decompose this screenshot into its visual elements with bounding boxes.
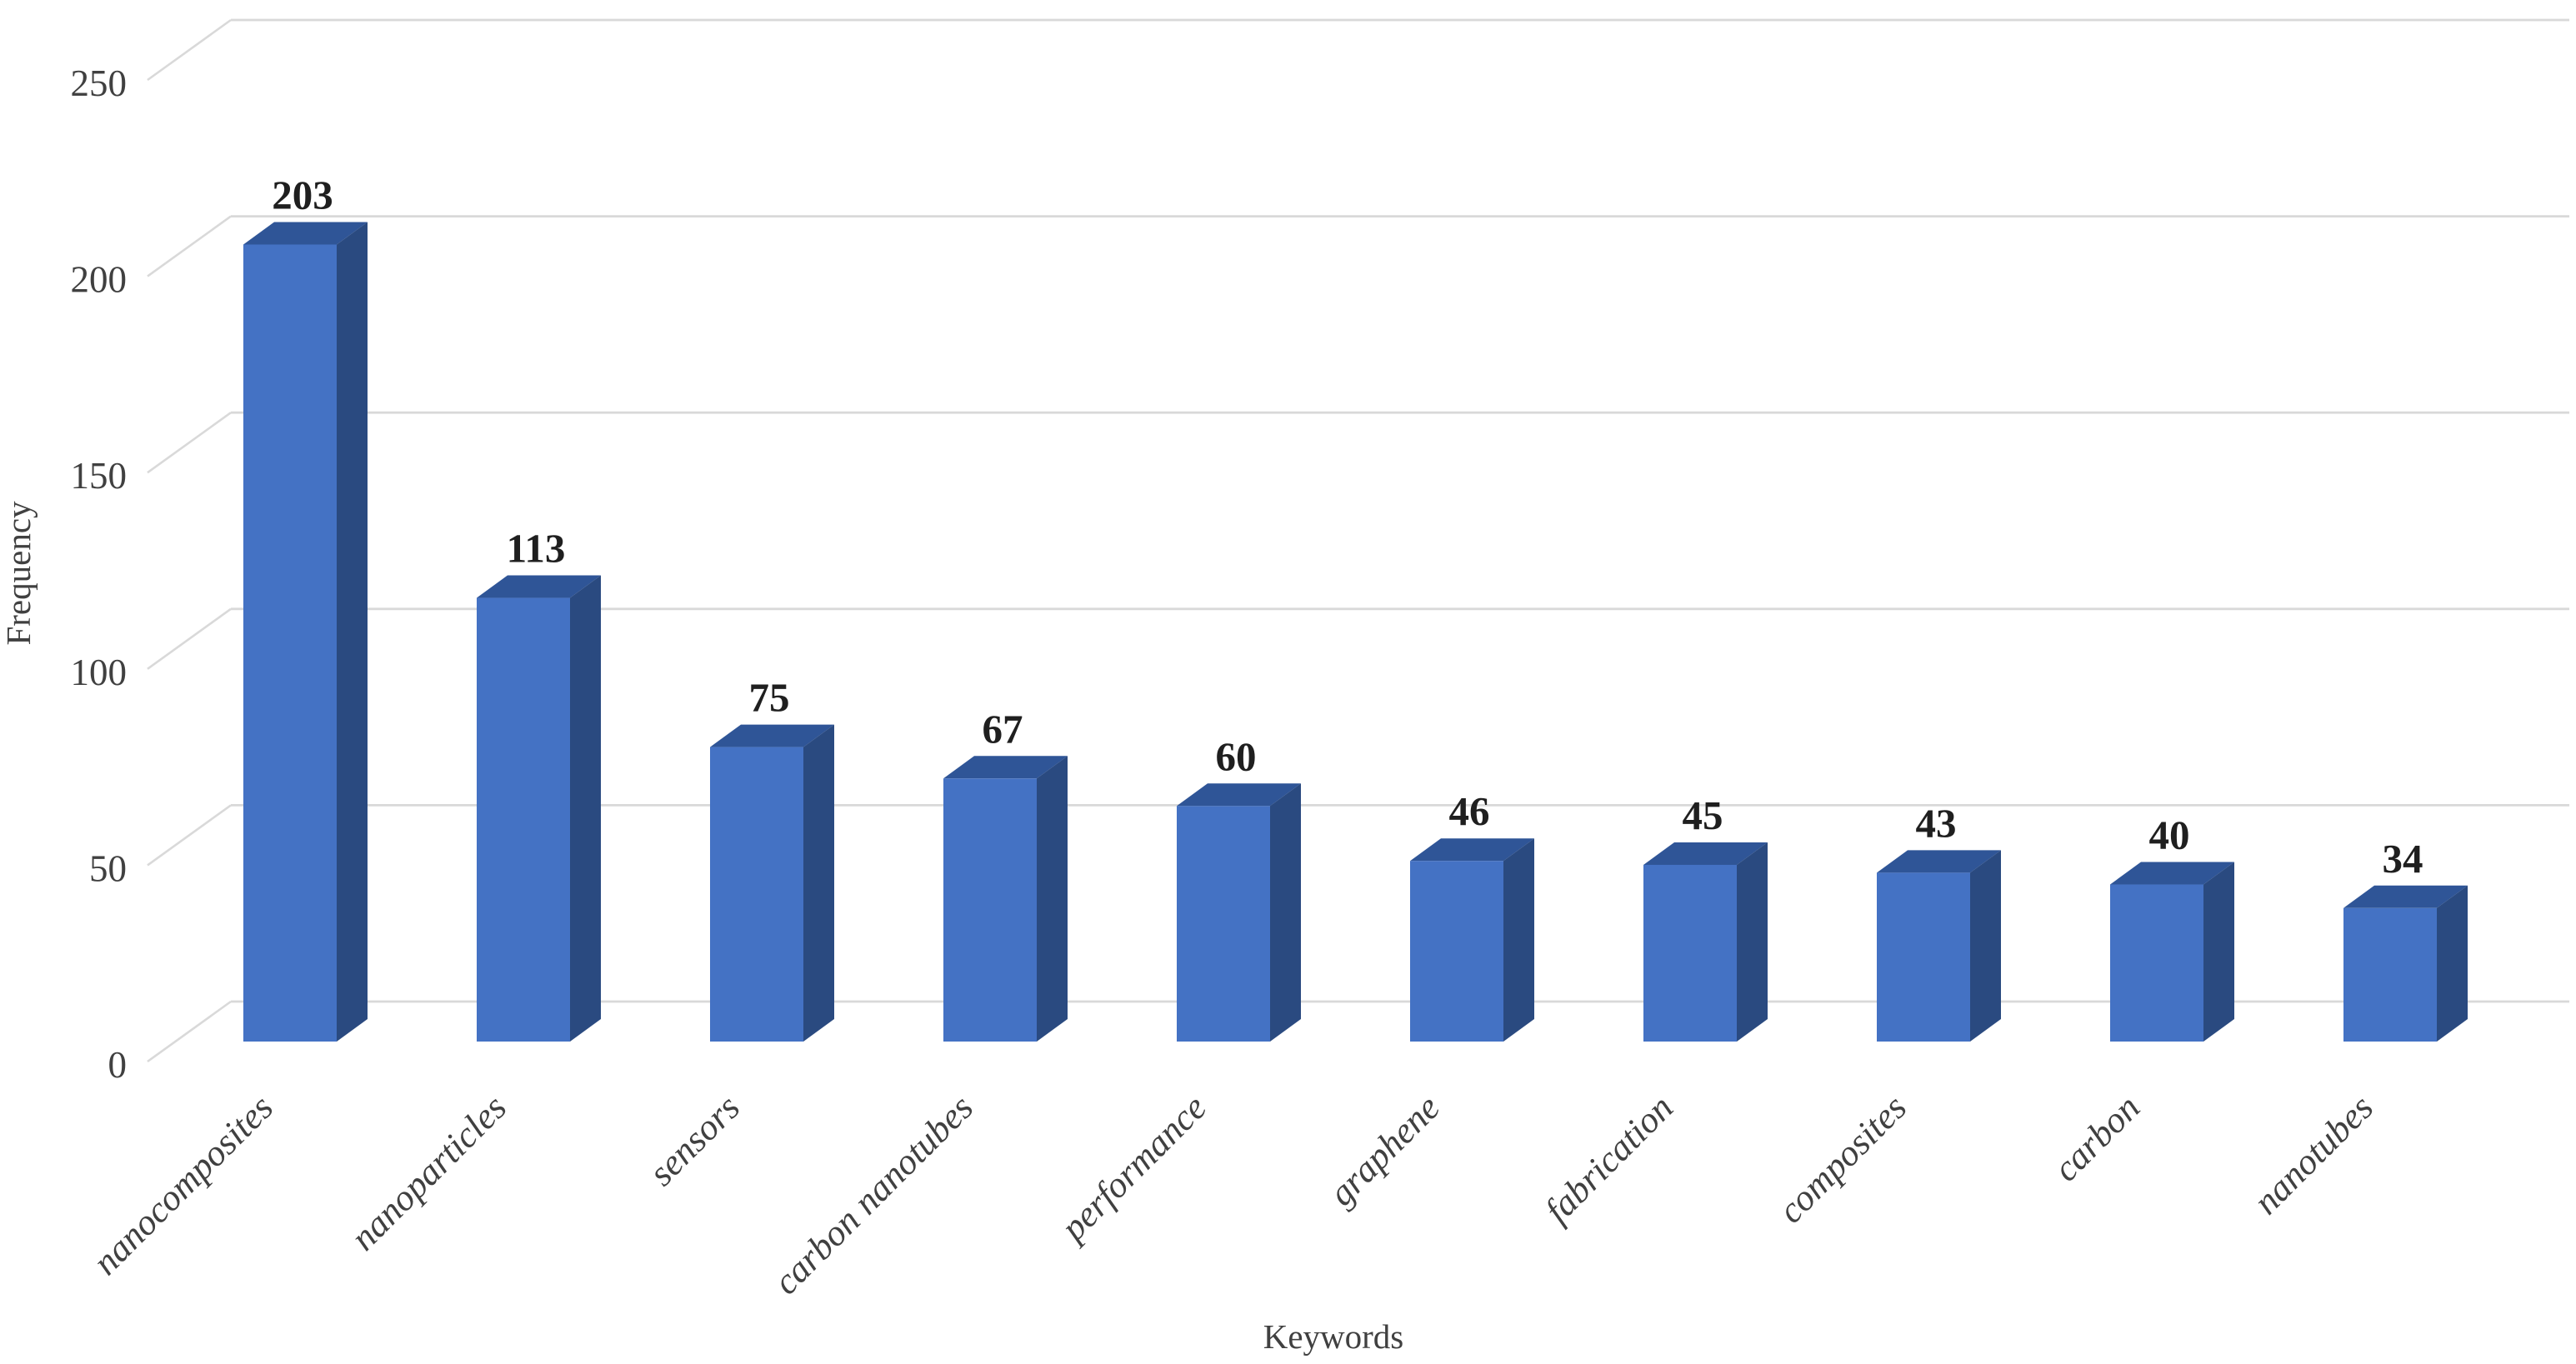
x-category-label: sensors xyxy=(641,1087,748,1193)
x-category-label: graphene xyxy=(1321,1087,1448,1213)
x-category-label: carbon nanotubes xyxy=(766,1087,981,1302)
bar-side-face xyxy=(1503,838,1534,1042)
gridline-leader xyxy=(147,1000,232,1063)
bar-top-face xyxy=(2110,862,2234,885)
bar-value-label: 34 xyxy=(2383,836,2423,882)
x-category-label: composites xyxy=(1770,1087,1914,1231)
x-axis-title: Keywords xyxy=(1263,1317,1404,1356)
y-tick-label: 150 xyxy=(71,455,128,497)
bar-top-face xyxy=(1643,842,1768,865)
y-tick-labels: 0 50 100 150 200 250 xyxy=(71,62,128,1086)
gridline-leader xyxy=(147,607,232,670)
bar-side-face xyxy=(1270,783,1301,1042)
x-category-label: fabrication xyxy=(1537,1087,1681,1231)
bar-side-face xyxy=(570,575,601,1042)
bar-value-label: 75 xyxy=(749,675,790,721)
bar-value-label: 46 xyxy=(1449,788,1490,834)
bar-nanoparticles xyxy=(477,575,601,1042)
x-category-label: nanoparticles xyxy=(343,1087,514,1258)
bar-top-face xyxy=(710,724,834,747)
bar-front-face xyxy=(1410,861,1503,1042)
bar-side-face xyxy=(1737,842,1768,1042)
x-category-label: performance xyxy=(1051,1087,1214,1250)
x-category-label: nanotubes xyxy=(2246,1087,2382,1222)
bar-side-face xyxy=(2437,885,2468,1042)
x-category-label: carbon xyxy=(2045,1087,2148,1189)
bar-side-face xyxy=(337,222,368,1042)
bar-front-face xyxy=(943,778,1037,1042)
bar-side-face xyxy=(1037,756,1068,1042)
bars xyxy=(243,222,2468,1042)
bar-front-face xyxy=(2110,884,2203,1042)
x-category-label: nanocomposites xyxy=(85,1087,281,1282)
bar-value-label: 60 xyxy=(1216,733,1257,779)
bar-performance xyxy=(1177,783,1301,1042)
bar-top-face xyxy=(2343,885,2468,908)
y-tick-label: 250 xyxy=(71,62,128,104)
bar-side-face xyxy=(1970,850,2001,1042)
bar-front-face xyxy=(710,747,803,1042)
bar-carbon xyxy=(2110,862,2234,1042)
bar-front-face xyxy=(2343,907,2437,1042)
gridline-leader xyxy=(147,412,232,474)
bar-value-label: 45 xyxy=(1683,792,1723,838)
bar-top-face xyxy=(477,575,601,598)
y-tick-label: 100 xyxy=(71,652,128,693)
bar-side-face xyxy=(803,724,834,1042)
bar-value-label: 40 xyxy=(2149,812,2190,858)
y-tick-label: 200 xyxy=(71,259,128,301)
y-tick-label: 0 xyxy=(108,1044,128,1086)
y-tick-label: 50 xyxy=(89,847,127,889)
bar-front-face xyxy=(1643,864,1737,1042)
gridline-leader xyxy=(147,215,232,277)
x-category-labels: nanocomposites nanoparticles sensors carbon… xyxy=(85,1087,2381,1302)
bar-fabrication xyxy=(1643,842,1768,1042)
bar-composites xyxy=(1877,850,2001,1042)
bar-value-label: 43 xyxy=(1916,800,1957,846)
data-labels: 203 113 75 67 60 46 45 43 40 34 xyxy=(272,172,2423,881)
bar-value-label: 113 xyxy=(507,526,566,572)
bar-front-face xyxy=(243,244,337,1042)
bar-top-face xyxy=(1410,838,1534,862)
bar-front-face xyxy=(477,597,570,1042)
bar-sensors xyxy=(710,724,834,1042)
bar-front-face xyxy=(1177,806,1270,1042)
bar-value-label: 67 xyxy=(983,706,1023,752)
gridline-leader xyxy=(147,18,232,82)
y-axis-title: Frequency xyxy=(0,501,38,646)
bar-nanocomposites xyxy=(243,222,368,1042)
bar-value-label: 203 xyxy=(272,172,333,217)
bar-carbon-nanotubes xyxy=(943,756,1068,1042)
bar-nanotubes xyxy=(2343,885,2468,1042)
gridline-leader xyxy=(147,804,232,867)
bar-graphene xyxy=(1410,838,1534,1042)
bar-top-face xyxy=(243,222,368,245)
bar-top-face xyxy=(1877,850,2001,873)
bar-side-face xyxy=(2203,862,2234,1042)
gridlines xyxy=(147,18,2569,1063)
bar-top-face xyxy=(1177,783,1301,807)
bar-top-face xyxy=(943,756,1068,779)
bar-front-face xyxy=(1877,872,1970,1042)
